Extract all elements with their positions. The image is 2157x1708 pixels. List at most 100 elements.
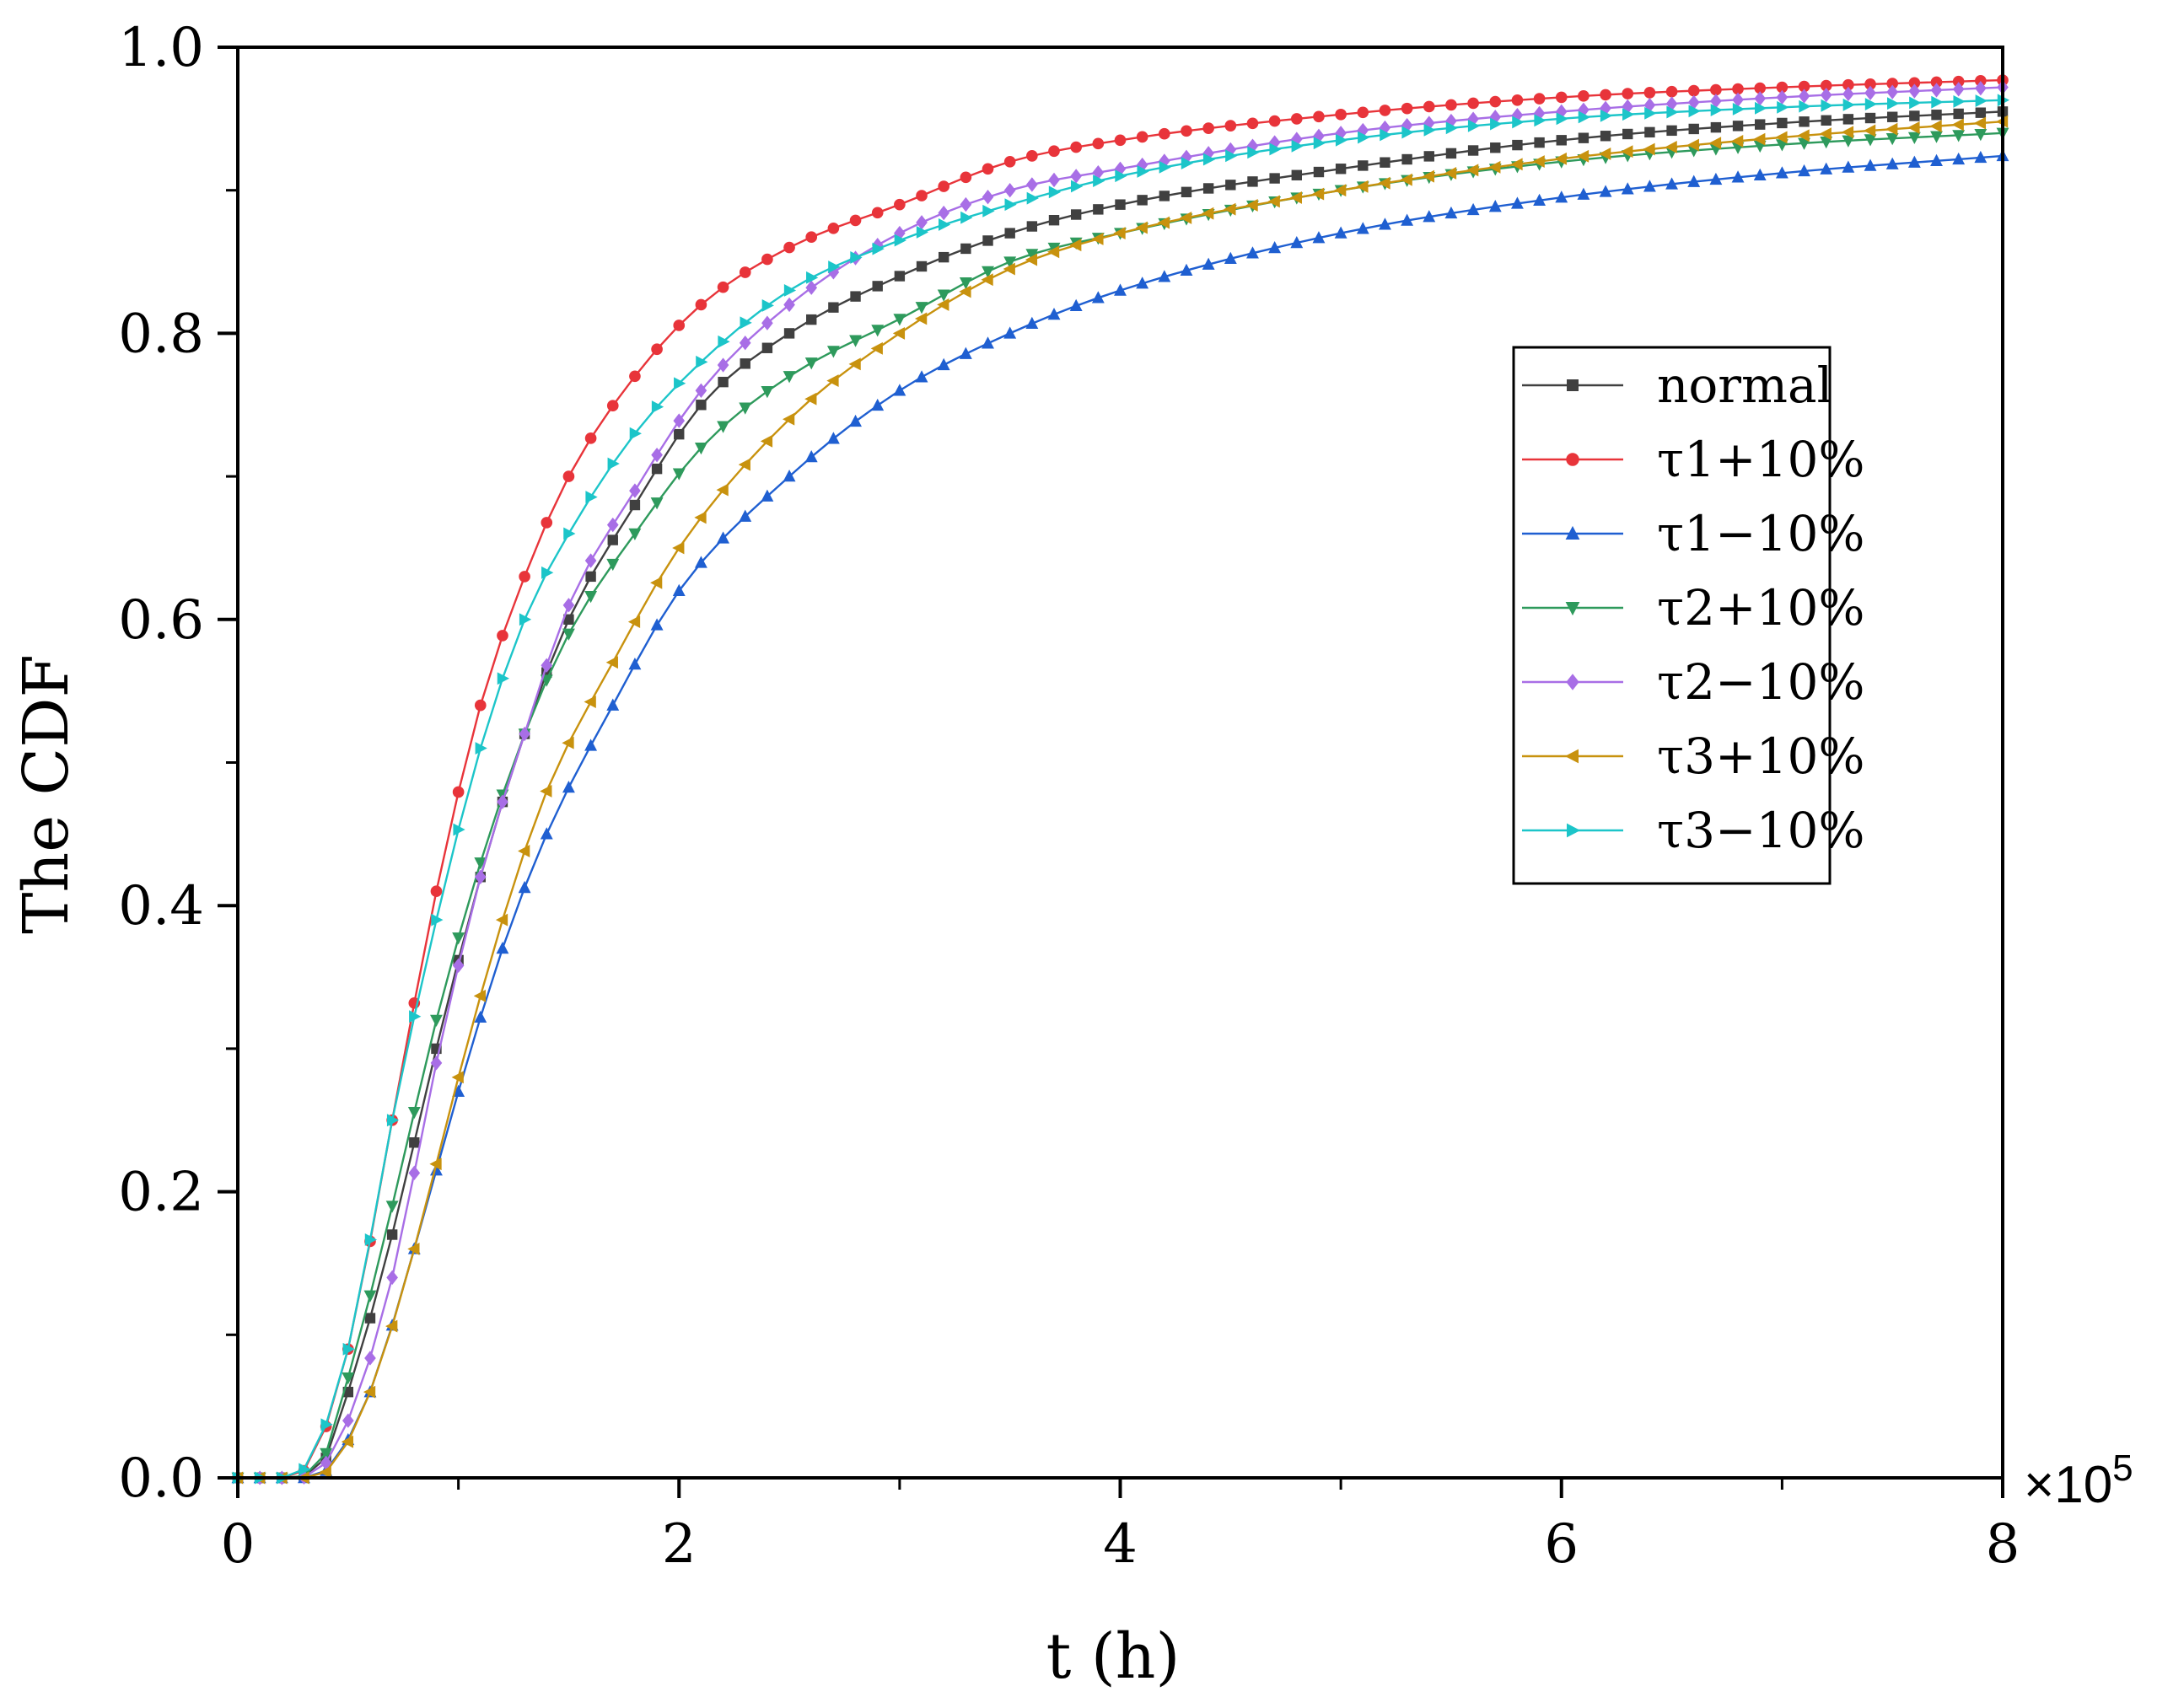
series-5-point-73 [1841, 126, 1854, 139]
series-0-point-39 [1093, 204, 1104, 215]
series-1-point-25 [783, 241, 795, 254]
series-3-point-33 [959, 277, 972, 290]
legend-label-0: normal [1657, 357, 1832, 414]
series-6-point-27 [828, 260, 841, 273]
series-6-point-17 [607, 457, 620, 470]
series-0-point-8 [409, 1137, 420, 1148]
series-6-point-58 [1512, 115, 1525, 129]
series-5-point-57 [1488, 160, 1501, 174]
series-5-point-53 [1400, 173, 1412, 186]
series-5-point-66 [1686, 138, 1699, 152]
series-1-point-43 [1181, 125, 1192, 137]
series-6-point-19 [651, 400, 664, 414]
series-2-point-16 [584, 739, 598, 751]
series-6-point-34 [982, 204, 995, 218]
series-5-point-34 [981, 273, 993, 287]
series-5-point-77 [1929, 120, 1942, 133]
series-4-point-25 [783, 297, 795, 313]
series-6-point-10 [453, 823, 465, 836]
series-5-point-32 [937, 298, 949, 311]
series-5-point-69 [1753, 132, 1766, 146]
series-5-point-67 [1708, 137, 1722, 150]
series-0-point-53 [1401, 153, 1412, 165]
series-3-point-35 [1003, 256, 1017, 269]
series-5-point-26 [804, 392, 817, 406]
series-2-point-46 [1246, 246, 1259, 259]
series-6-point-11 [475, 742, 487, 755]
series-6-point-64 [1644, 106, 1657, 120]
series-2-point-40 [1114, 283, 1127, 296]
series-4-point-73 [1842, 86, 1854, 102]
series-0-point-31 [916, 260, 928, 272]
series-layer [230, 74, 2010, 1485]
series-1-point-41 [1136, 131, 1148, 143]
series-2-point-39 [1091, 291, 1105, 303]
series-3-point-15 [562, 628, 575, 641]
series-3-point-76 [1907, 132, 1921, 144]
series-0-point-64 [1644, 126, 1655, 138]
series-4-point-72 [1820, 88, 1832, 103]
series-0-point-42 [1159, 191, 1170, 201]
series-0-point-55 [1445, 148, 1457, 159]
series-6-point-40 [1115, 169, 1127, 183]
series-3-point-32 [937, 289, 950, 302]
series-3-point-18 [628, 528, 642, 541]
series-6-point-76 [1909, 96, 1922, 110]
legend-item-1: τ1+10% [1522, 431, 1865, 488]
series-4-point-64 [1643, 98, 1656, 113]
legend-marker-3 [1565, 602, 1580, 616]
series-6-point-22 [718, 335, 730, 348]
series-1-point-71 [1798, 80, 1810, 93]
series-2-point-18 [628, 658, 642, 670]
series-6-point-59 [1534, 114, 1546, 127]
series-1-point-37 [1048, 145, 1060, 158]
series-2-point-57 [1488, 200, 1502, 212]
series-3-point-31 [915, 302, 928, 314]
series-2-point-68 [1731, 170, 1745, 183]
series-6-point-8 [409, 1010, 422, 1023]
series-0-point-43 [1181, 186, 1192, 198]
series-0-point-16 [585, 571, 596, 583]
series-2-point-44 [1202, 257, 1215, 270]
series-5-point-35 [1003, 262, 1015, 276]
series-6-point-67 [1710, 104, 1723, 117]
series-0-point-61 [1578, 132, 1590, 143]
series-6-point-21 [696, 355, 708, 368]
series-5-point-48 [1289, 191, 1302, 204]
series-4-point-37 [1048, 172, 1060, 188]
series-6-point-13 [519, 613, 532, 626]
legend-marker-2 [1565, 525, 1580, 540]
series-1-point-53 [1401, 102, 1413, 115]
series-1-point-70 [1776, 81, 1789, 94]
series-3-point-16 [584, 590, 598, 604]
series-2-point-34 [982, 336, 994, 349]
series-2-point-63 [1621, 182, 1634, 195]
x-axis-multiplier-base: ×10 [2024, 1456, 2112, 1514]
series-1-point-9 [430, 885, 443, 898]
series-0-point-56 [1467, 145, 1479, 156]
series-4-point-34 [982, 190, 994, 205]
legend: normal τ1+10% τ1−10% τ2+10% τ2−10% τ3+10% τ3−1… [1512, 346, 1865, 885]
y-tick-label-0: 0.0 [118, 1448, 204, 1510]
series-6-point-25 [783, 284, 797, 297]
series-5-point-21 [694, 511, 707, 524]
series-2-point-52 [1379, 218, 1391, 230]
series-1-point-55 [1445, 99, 1457, 111]
series-5-point-39 [1091, 233, 1104, 245]
series-6-point-45 [1225, 149, 1238, 163]
series-2-point-62 [1599, 185, 1612, 197]
series-2-point-79 [1974, 150, 1988, 164]
legend-label-3: τ2+10% [1657, 579, 1865, 636]
series-1-point-13 [519, 571, 530, 583]
series-5-point-56 [1466, 164, 1479, 177]
series-6-point-23 [740, 316, 752, 330]
series-6-point-44 [1202, 153, 1216, 166]
series-2-point-26 [804, 449, 818, 463]
series-0-point-60 [1556, 135, 1567, 146]
series-1-point-29 [871, 207, 884, 219]
series-6-point-15 [563, 527, 576, 540]
series-5-point-59 [1532, 155, 1545, 168]
series-0-point-45 [1225, 180, 1236, 191]
legend-marker-1 [1566, 453, 1579, 466]
